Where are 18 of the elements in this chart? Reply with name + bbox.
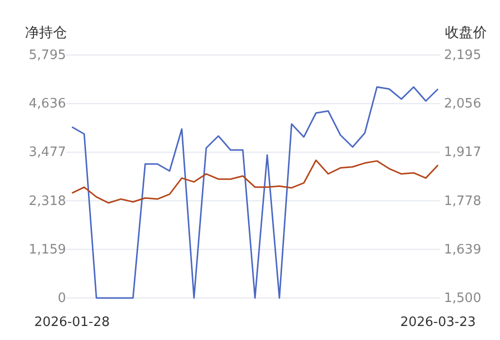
y-tick-label: 2,318 <box>28 194 66 209</box>
line-series <box>71 159 439 204</box>
y-tick-label: 3,477 <box>28 145 66 160</box>
y2-axis-title: 收盘价 <box>445 25 487 41</box>
x-tick-label: 2026-01-28 <box>34 315 110 330</box>
y-axis-title: 净持仓 <box>25 25 67 41</box>
y2-tick-label: 1,500 <box>444 291 482 306</box>
x-tick-label: 2026-03-23 <box>400 315 476 330</box>
y-tick-label: 0 <box>58 291 66 306</box>
y-tick-label: 1,159 <box>28 242 66 258</box>
line-series <box>71 86 439 299</box>
y2-tick-label: 1,639 <box>444 242 482 258</box>
y2-tick-label: 1,778 <box>444 194 482 209</box>
y2-tick-label: 2,056 <box>444 96 482 112</box>
y-tick-label: 4,636 <box>28 96 66 112</box>
y-tick-label: 5,795 <box>28 48 66 63</box>
y2-tick-label: 1,917 <box>444 145 482 160</box>
y2-tick-label: 2,195 <box>444 48 482 63</box>
